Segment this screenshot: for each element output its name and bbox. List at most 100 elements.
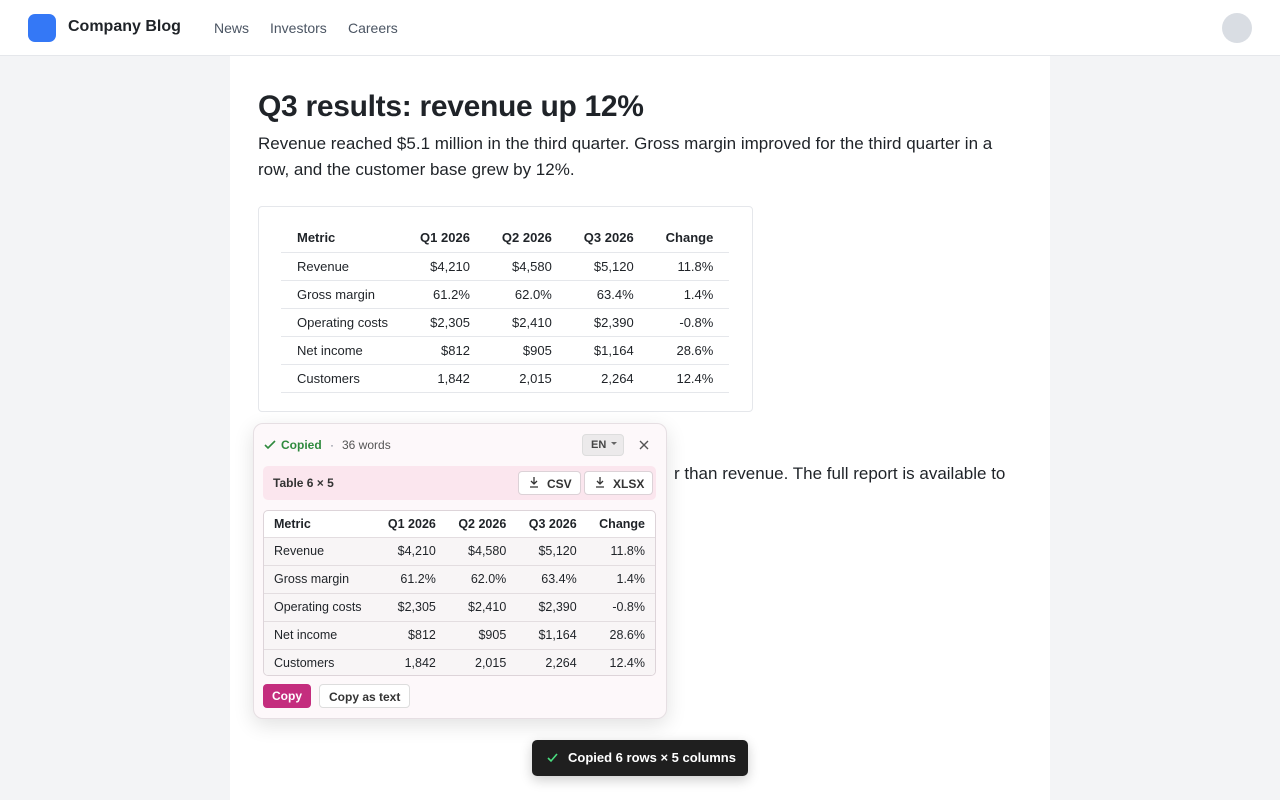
table-cell: $812: [404, 336, 486, 365]
check-icon: [264, 440, 276, 450]
copy-button[interactable]: Copy: [263, 684, 311, 708]
table-cell: Customers: [281, 364, 405, 393]
column-header: Q2 2026: [445, 511, 517, 538]
article-intro: Revenue reached $5.1 million in the thir…: [258, 134, 993, 179]
copy-status: Copied: [281, 438, 322, 452]
table-cell: 28.6%: [586, 621, 655, 650]
close-button[interactable]: [638, 439, 650, 451]
table-cell: 61.2%: [404, 280, 486, 309]
header-row: Metric Q1 2026 Q2 2026 Q3 2026 Change: [281, 224, 730, 253]
column-header: Q3 2026: [567, 224, 650, 253]
table-cell: 11.8%: [586, 537, 655, 566]
table-cell: Net income: [264, 621, 376, 650]
table-cell: -0.8%: [649, 308, 730, 337]
table-label: Table 6 × 5: [273, 476, 334, 490]
column-header: Q1 2026: [375, 511, 446, 538]
brand[interactable]: Company Blog: [68, 18, 181, 35]
table-row: Operating costs $2,305 $2,410 $2,390 -0.8%: [281, 308, 730, 337]
table-cell: $1,164: [567, 336, 650, 365]
article-title: Q3 results: revenue up 12%: [258, 90, 644, 123]
toast-message: Copied 6 rows × 5 columns: [568, 750, 736, 765]
table-row: Gross margin 61.2% 62.0% 63.4% 1.4%: [264, 565, 655, 594]
table-cell: $812: [375, 621, 446, 650]
table-row: Net income $812 $905 $1,164 28.6%: [281, 336, 730, 365]
table-cell: 63.4%: [516, 565, 587, 594]
download-button[interactable]: CSV: [518, 471, 581, 495]
table-row: Customers 1,842 2,015 2,264 12.4%: [264, 649, 655, 675]
table-cell: 63.4%: [567, 280, 650, 309]
preview-table: Metric Q1 2026 Q2 2026 Q3 2026 Change Revenue…: [264, 511, 655, 675]
table-cell: $4,210: [375, 537, 446, 566]
table-cell: $2,410: [485, 308, 568, 337]
download-icon: [596, 477, 604, 488]
preview-frame: Metric Q1 2026 Q2 2026 Q3 2026 Change Revenue…: [263, 510, 656, 676]
header-row: Metric Q1 2026 Q2 2026 Q3 2026 Change: [264, 511, 655, 538]
table-cell: $5,120: [567, 252, 650, 281]
table-cell: $905: [445, 621, 517, 650]
table-cell: $1,164: [516, 621, 587, 650]
table-cell: $4,580: [445, 537, 517, 566]
language-select[interactable]: EN: [582, 434, 624, 456]
table-cell: 2,015: [485, 364, 568, 393]
results-table: Metric Q1 2026 Q2 2026 Q3 2026 Change Revenue…: [281, 224, 730, 393]
table-cell: Revenue: [281, 252, 405, 281]
toast: [532, 740, 748, 776]
table-row: Net income $812 $905 $1,164 28.6%: [264, 621, 655, 650]
download-label: XLSX: [613, 477, 645, 491]
table-row: Gross margin 61.2% 62.0% 63.4% 1.4%: [281, 280, 730, 309]
download-button[interactable]: XLSX: [584, 471, 654, 495]
table-cell: 12.4%: [649, 364, 730, 393]
table-cell: 28.6%: [649, 336, 730, 365]
table-cell: 61.2%: [375, 565, 446, 594]
separator: ·: [330, 438, 334, 452]
table-cell: $2,390: [516, 593, 587, 622]
table-cell: Operating costs: [264, 593, 376, 622]
table-cell: 2,015: [445, 649, 517, 675]
column-header: Metric: [264, 511, 376, 538]
top-bar: Company Blog News Investors Careers: [0, 0, 1280, 56]
column-header: Change: [649, 224, 730, 253]
column-header: Q3 2026: [516, 511, 587, 538]
table-cell: Operating costs: [281, 308, 405, 337]
table-cell: $905: [485, 336, 568, 365]
copy-as-text-button[interactable]: Copy as text: [319, 684, 411, 708]
table-cell: 1,842: [375, 649, 446, 675]
table-cell: -0.8%: [586, 593, 655, 622]
table-cell: 62.0%: [445, 565, 517, 594]
table-cell: $2,305: [404, 308, 486, 337]
table-cell: $2,305: [375, 593, 446, 622]
nav-link[interactable]: News: [214, 20, 250, 36]
table-cell: 2,264: [516, 649, 587, 675]
download-label: CSV: [547, 477, 572, 491]
table-cell: 1.4%: [649, 280, 730, 309]
nav-link[interactable]: Investors: [270, 20, 327, 36]
logo[interactable]: [28, 14, 56, 42]
table-cell: 2,264: [567, 364, 650, 393]
avatar[interactable]: [1222, 13, 1252, 43]
word-count: 36 words: [342, 438, 391, 452]
column-header: Q1 2026: [404, 224, 486, 253]
table-cell: 11.8%: [649, 252, 730, 281]
table-row: Revenue $4,210 $4,580 $5,120 11.8%: [264, 537, 655, 566]
table-cell: 1,842: [404, 364, 486, 393]
table-cell: Gross margin: [264, 565, 376, 594]
table-cell: Customers: [264, 649, 376, 675]
table-cell: Revenue: [264, 537, 376, 566]
article-paragraph: r than revenue. The full report is avail…: [674, 464, 1006, 483]
column-header: Metric: [281, 224, 405, 253]
table-row: Operating costs $2,305 $2,410 $2,390 -0.8%: [264, 593, 655, 622]
table-cell: $5,120: [516, 537, 587, 566]
table-cell: $4,210: [404, 252, 486, 281]
column-header: Change: [586, 511, 655, 538]
table-row: Customers 1,842 2,015 2,264 12.4%: [281, 364, 730, 393]
table-row: Revenue $4,210 $4,580 $5,120 11.8%: [281, 252, 730, 281]
table-cell: 12.4%: [586, 649, 655, 675]
table-cell: $2,390: [567, 308, 650, 337]
download-icon: [530, 477, 538, 488]
language: EN: [591, 439, 607, 451]
table-cell: $4,580: [485, 252, 568, 281]
table-cell: $2,410: [445, 593, 517, 622]
nav-link[interactable]: Careers: [348, 20, 398, 36]
table-cell: 1.4%: [586, 565, 655, 594]
